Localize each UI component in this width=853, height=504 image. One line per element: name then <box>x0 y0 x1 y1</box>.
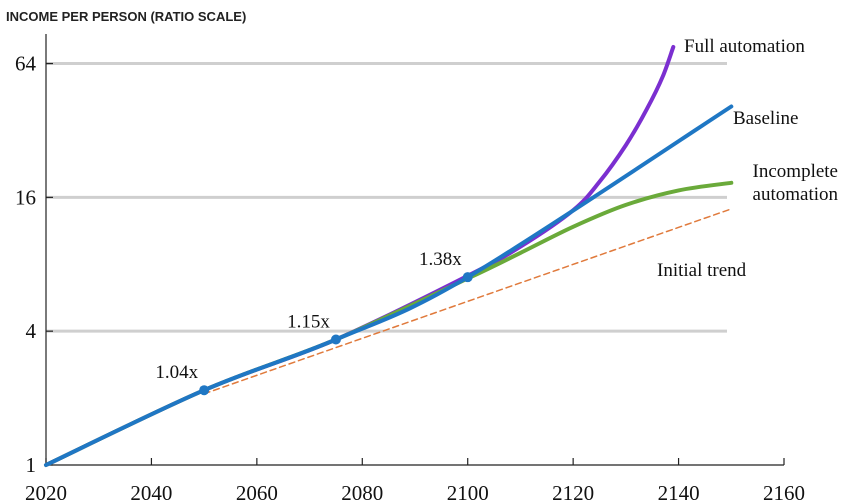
series-labels: Full automation Baseline Incompleteautomat… <box>657 36 838 281</box>
chart-title: INCOME PER PERSON (RATIO SCALE) <box>6 9 246 24</box>
marker-label-2100: 1.38x <box>419 249 462 270</box>
x-tick-label-2040: 2040 <box>130 481 172 504</box>
label-incomplete-automation-line-1: Incomplete <box>753 161 838 182</box>
y-tick-label-16: 16 <box>15 185 36 209</box>
axes <box>45 34 785 466</box>
y-tick-label-1: 1 <box>26 453 37 477</box>
marker-label-2075: 1.15x <box>287 311 330 332</box>
x-tick-label-2020: 2020 <box>25 481 67 504</box>
x-tick-label-2160: 2160 <box>763 481 805 504</box>
x-tick-label-2100: 2100 <box>447 481 489 504</box>
marker-points: 1.04x 1.15x 1.38x <box>155 249 473 396</box>
marker-2050 <box>199 385 210 396</box>
marker-label-2050: 1.04x <box>155 362 198 383</box>
line-baseline <box>44 104 734 467</box>
line-full-automation <box>44 45 676 467</box>
grid-lines <box>46 62 727 333</box>
label-incomplete-automation-line-2: automation <box>753 184 839 205</box>
line-incomplete-automation <box>44 180 734 467</box>
line-initial-trend <box>203 208 733 395</box>
label-full-automation: Full automation <box>684 36 805 57</box>
x-tick-label-2120: 2120 <box>552 481 594 504</box>
marker-2100 <box>462 272 473 283</box>
label-baseline: Baseline <box>733 108 798 129</box>
x-tick-labels: 2020 2040 2060 2080 2100 2120 2140 2160 <box>25 481 805 504</box>
y-tick-label-4: 4 <box>26 319 37 343</box>
x-tick-label-2080: 2080 <box>341 481 383 504</box>
y-tick-labels: 1 4 16 64 <box>15 52 37 477</box>
y-tick-label-64: 64 <box>15 52 37 76</box>
series-lines <box>44 45 734 467</box>
label-initial-trend: Initial trend <box>657 260 747 281</box>
x-tick-label-2060: 2060 <box>236 481 278 504</box>
x-tick-label-2140: 2140 <box>658 481 700 504</box>
marker-2075 <box>330 334 341 345</box>
